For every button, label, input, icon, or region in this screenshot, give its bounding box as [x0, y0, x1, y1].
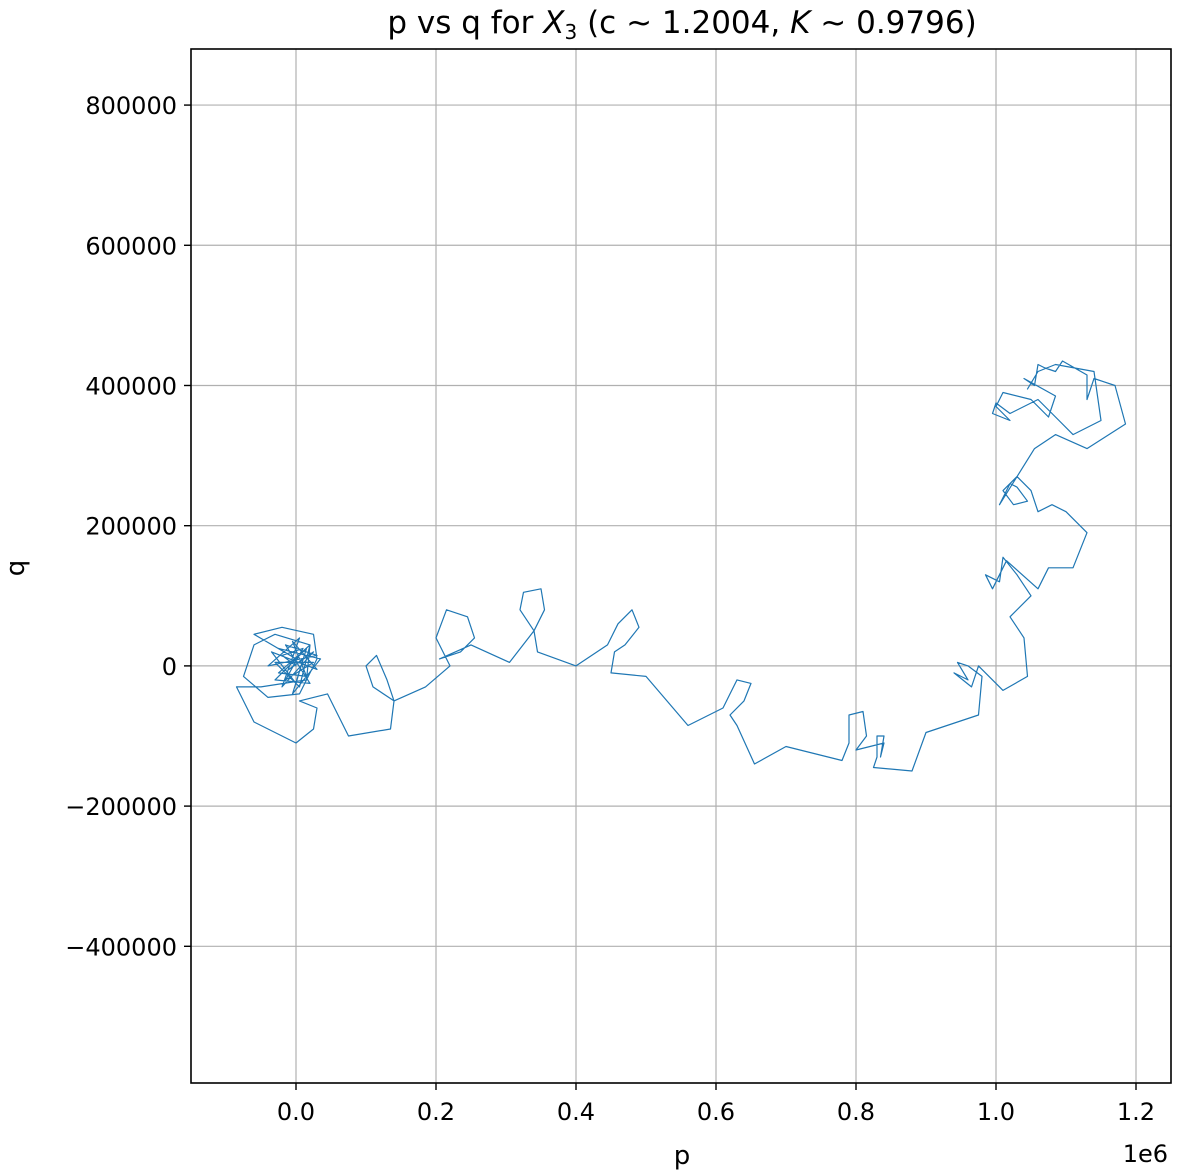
- y-axis-label: q: [1, 560, 31, 577]
- plot-frame: [190, 48, 1172, 1084]
- y-tick-label: 200000: [85, 513, 177, 541]
- y-tick-label: 0: [162, 653, 177, 681]
- x-tick-label: 0.4: [557, 1098, 595, 1126]
- y-tick-label: 400000: [85, 372, 177, 400]
- axis-ticks: 0.0 0.2 0.4 0.6 0.8 1.0 1.2 −400000 −200000 0 2000…: [65, 92, 1155, 1126]
- x-tick-label: 0.0: [277, 1098, 315, 1126]
- chart-title-k: K: [790, 5, 813, 41]
- x-tick-label: 1.0: [977, 1098, 1015, 1126]
- series-line: [235, 360, 1127, 772]
- y-tick-label: 600000: [85, 232, 177, 260]
- chart-title: p vs q for X3 (c ~ 1.2004, K ~ 0.9796): [387, 5, 976, 44]
- x-axis-label: p: [674, 1141, 691, 1171]
- x-tick-label: 0.2: [417, 1098, 455, 1126]
- chart-title-suffix: ~ 0.9796): [810, 5, 976, 41]
- y-tick-label: 800000: [85, 92, 177, 120]
- x-tick-label: 1.2: [1117, 1098, 1155, 1126]
- x-axis-offset-text: 1e6: [1123, 1140, 1168, 1168]
- x-tick-label: 0.6: [697, 1098, 735, 1126]
- chart-title-variable: X: [541, 5, 565, 41]
- chart-title-middle: (c ~ 1.2004,: [577, 5, 790, 41]
- series-layer: [235, 360, 1127, 772]
- chart-title-subscript: 3: [564, 20, 577, 44]
- y-tick-label: −400000: [65, 933, 177, 961]
- gridlines: [191, 49, 1171, 1083]
- chart-title-prefix: p vs q for: [387, 5, 543, 41]
- x-tick-label: 0.8: [837, 1098, 875, 1126]
- y-tick-label: −200000: [65, 793, 177, 821]
